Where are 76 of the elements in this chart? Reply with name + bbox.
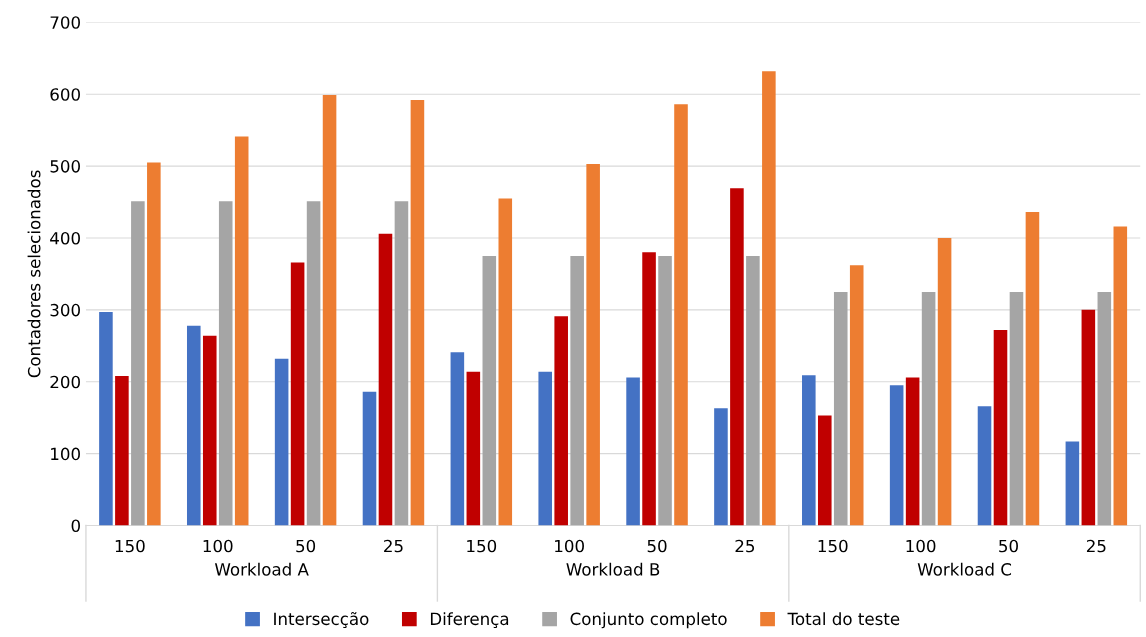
x-tick-label: 100 — [906, 539, 936, 553]
bar — [274, 358, 289, 526]
bar — [586, 163, 600, 526]
bar — [746, 255, 760, 526]
legend-label: Diferença — [430, 612, 509, 629]
x-tick-label: 50 — [999, 539, 1018, 553]
x-tick-label: 100 — [203, 539, 233, 553]
bar — [290, 262, 305, 526]
bar — [849, 265, 864, 526]
y-tick-label: 0 — [71, 519, 80, 533]
bar — [817, 415, 832, 526]
bar — [554, 316, 568, 526]
bar — [730, 188, 744, 526]
bar — [1097, 291, 1112, 526]
x-tick-label: 50 — [647, 539, 667, 553]
bar — [1065, 441, 1080, 526]
y-tick-label: 200 — [50, 375, 80, 389]
bar — [1009, 291, 1024, 526]
bar — [466, 371, 481, 526]
bar — [674, 104, 688, 526]
bar — [147, 162, 161, 526]
bar — [450, 352, 465, 526]
bar — [202, 335, 217, 526]
y-tick-label: 400 — [50, 231, 80, 245]
bar — [410, 99, 425, 526]
bar — [762, 71, 776, 526]
bar — [1025, 212, 1040, 526]
y-tick-label: 700 — [50, 16, 80, 29]
text: Workload B — [566, 562, 660, 576]
bar — [977, 406, 992, 526]
x-tick-label: 25 — [735, 539, 755, 553]
bar — [538, 371, 553, 526]
bar — [234, 136, 249, 526]
x-tick-label: 25 — [1086, 539, 1106, 553]
y-tick-label: 500 — [50, 160, 80, 173]
x-tick-label: 150 — [115, 539, 145, 553]
bar — [186, 325, 201, 526]
y-tick-label: 300 — [50, 303, 80, 317]
y-tick-label: 100 — [51, 447, 80, 461]
bar — [802, 375, 816, 526]
bar — [306, 201, 321, 526]
bar — [218, 201, 233, 526]
legend-label: Intersecção — [274, 611, 369, 629]
bar — [658, 255, 672, 526]
bar — [714, 408, 728, 526]
bar — [921, 291, 936, 526]
x-tick-label: 150 — [818, 539, 848, 553]
y-tick-label: 600 — [50, 88, 80, 101]
bar — [993, 329, 1008, 526]
bar — [937, 237, 952, 526]
text: Workload A — [214, 562, 309, 576]
bar — [482, 255, 497, 526]
bar — [626, 377, 640, 526]
bar — [889, 385, 904, 526]
x-tick-label: 100 — [555, 539, 584, 553]
bar — [322, 94, 337, 526]
x-tick-label: 50 — [296, 539, 316, 553]
bar — [99, 312, 113, 526]
bar — [1081, 309, 1096, 526]
x-tick-label: 150 — [467, 539, 497, 553]
bar — [905, 377, 920, 526]
bar — [833, 291, 848, 526]
legend-label: Conjunto completo — [570, 612, 727, 629]
bar — [642, 252, 656, 526]
bar — [131, 201, 145, 526]
legend-label: Total do teste — [787, 612, 900, 626]
y-axis-title: Contadores selecionados — [27, 170, 41, 378]
bar — [1113, 226, 1128, 526]
bar — [570, 255, 584, 526]
text: Workload C — [917, 562, 1012, 576]
bar — [394, 201, 409, 526]
bar — [498, 198, 513, 526]
bar — [115, 375, 129, 526]
bar — [378, 233, 393, 526]
x-tick-label: 25 — [384, 539, 403, 553]
bar — [362, 391, 377, 526]
